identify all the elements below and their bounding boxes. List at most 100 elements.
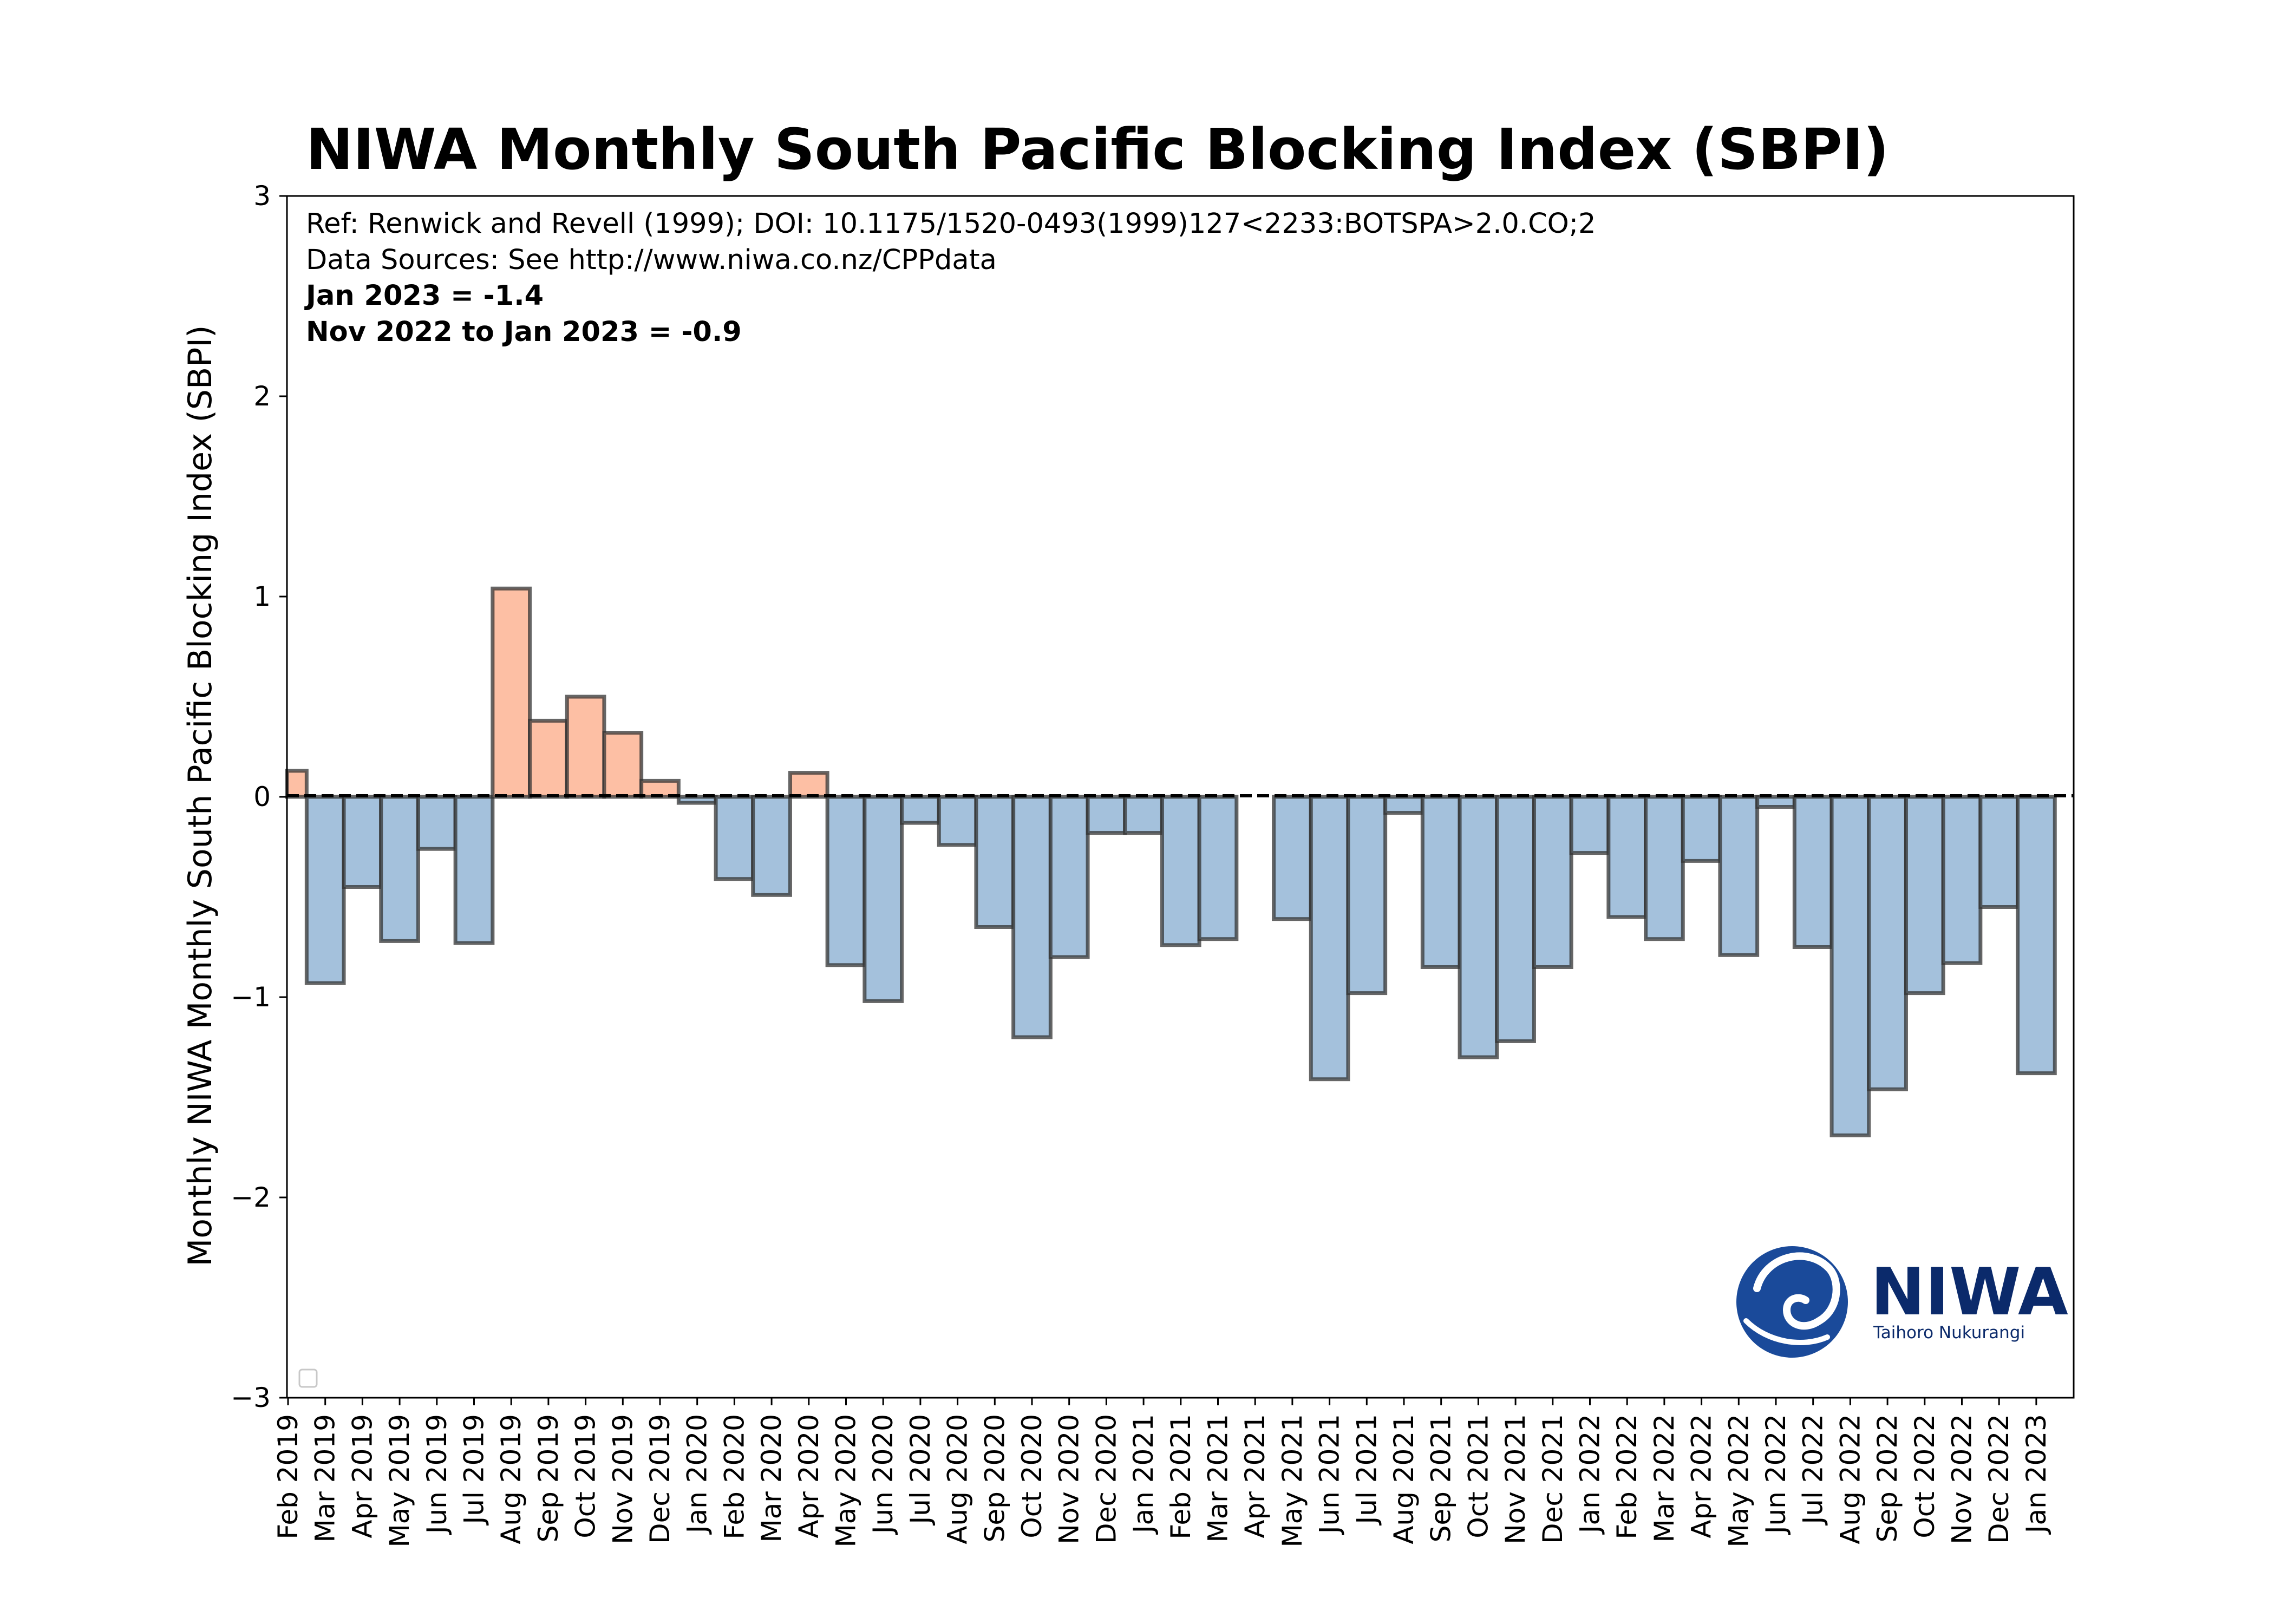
x-tick-label: Feb 2019 [272,1414,304,1540]
x-tick-label: Dec 2022 [1983,1414,2015,1544]
x-tick-label: Apr 2019 [347,1414,378,1538]
bar-jun-2021 [1309,795,1350,1082]
bar-apr-2020 [788,771,829,799]
bar-feb-2020 [714,795,755,881]
x-tick-label: Feb 2022 [1611,1414,1643,1540]
bar-nov-2019 [602,731,644,799]
logo-wordmark: NIWA [1871,1255,2068,1330]
niwa-logo: NIWA Taihoro Nukurangi [1736,1246,2068,1358]
bar-dec-2021 [1532,795,1573,969]
x-tick-label: Oct 2020 [1016,1414,1048,1538]
bars-group [285,586,2057,1137]
bar-oct-2021 [1458,795,1499,1059]
annotation-three-month-value: Nov 2022 to Jan 2023 = -0.9 [306,316,742,348]
y-axis-label: Monthly NIWA Monthly South Pacific Block… [181,325,219,1267]
bar-aug-2019 [491,586,532,799]
x-tick-label: Mar 2019 [310,1414,341,1542]
y-tick-label: 3 [253,180,271,212]
x-tick-label: Sep 2022 [1872,1414,1903,1542]
x-tick-label: Dec 2021 [1537,1414,1569,1544]
bar-oct-2019 [565,695,606,799]
x-tick-label: Mar 2022 [1649,1414,1680,1542]
x-tick-label: Feb 2021 [1165,1414,1197,1540]
x-tick-label: Jan 2020 [682,1414,713,1535]
x-tick-label: Nov 2020 [1054,1414,1085,1544]
x-tick-label: Aug 2019 [495,1414,527,1544]
bar-nov-2021 [1495,795,1536,1043]
x-tick-label: Jul 2022 [1798,1414,1829,1525]
bar-jan-2021 [1123,795,1164,835]
bar-jul-2021 [1346,795,1388,996]
x-tick-label: Oct 2022 [1909,1414,1940,1538]
x-tick-label: May 2021 [1277,1414,1308,1548]
x-tick-label: Sep 2020 [979,1414,1010,1542]
bar-sep-2021 [1420,795,1462,969]
bar-oct-2020 [1011,795,1053,1039]
bar-aug-2020 [937,795,978,847]
bar-aug-2021 [1383,795,1424,815]
x-tick-label: May 2020 [831,1414,862,1548]
bar-mar-2022 [1644,795,1685,941]
bar-feb-2021 [1160,795,1201,947]
bar-oct-2022 [1904,795,1945,996]
bar-may-2020 [825,795,867,967]
x-tick-label: Dec 2020 [1090,1414,1122,1544]
x-tick-label: Aug 2022 [1834,1414,1866,1544]
bar-mar-2021 [1197,795,1239,941]
bar-mar-2019 [304,795,346,985]
bar-sep-2020 [974,795,1016,929]
x-tick-label: Apr 2022 [1686,1414,1717,1538]
annotation-latest-value: Jan 2023 = -1.4 [304,280,544,312]
bar-nov-2022 [1941,795,1983,965]
bar-jan-2020 [676,795,718,805]
x-tick-label: Aug 2021 [1388,1414,1420,1544]
bar-dec-2020 [1086,795,1127,835]
x-tick-label: Jan 2021 [1128,1414,1159,1535]
x-tick-label: Sep 2019 [533,1414,564,1542]
logo-swirl-wave [1743,1318,1830,1345]
bar-dec-2022 [1978,795,2020,909]
x-tick-label: Jul 2019 [459,1414,490,1525]
bar-jun-2019 [416,795,458,851]
y-tick-label: 2 [253,381,271,412]
logo-swirl-highlight [1753,1252,1840,1330]
x-tick-label: Dec 2019 [644,1414,676,1544]
x-tick-label: Nov 2021 [1500,1414,1531,1544]
y-tick-label: 0 [253,781,271,813]
y-tick-label: −1 [231,981,271,1013]
logo-subtitle: Taihoro Nukurangi [1873,1323,2025,1343]
bar-jul-2019 [453,795,495,945]
y-tick-label: −3 [231,1382,271,1413]
bar-feb-2022 [1606,795,1648,919]
x-tick-label: Sep 2021 [1426,1414,1457,1542]
x-tick-label: Jan 2023 [2021,1414,2052,1535]
y-axis: 3 2 1 0 −1 −2 −3 [231,180,287,1413]
chart-title: NIWA Monthly South Pacific Blocking Inde… [306,116,1889,182]
bar-jan-2023 [2016,795,2057,1076]
y-tick-label: −2 [231,1182,271,1213]
x-tick-label: Feb 2020 [718,1414,750,1540]
bar-sep-2022 [1867,795,1908,1091]
x-tick-label: Nov 2022 [1946,1414,1978,1544]
bar-apr-2022 [1681,795,1722,863]
bar-feb-2019 [285,769,309,799]
bar-apr-2019 [342,795,383,889]
bar-jul-2020 [900,795,941,825]
annotation-reference: Ref: Renwick and Revell (1999); DOI: 10.… [306,208,1596,240]
bar-sep-2019 [528,718,569,799]
annotation-data-sources: Data Sources: See http://www.niwa.co.nz/… [306,244,997,276]
x-tick-label: May 2019 [384,1414,415,1548]
bar-jan-2022 [1569,795,1611,855]
bar-may-2021 [1272,795,1313,921]
x-tick-label: Jun 2021 [1314,1414,1345,1535]
x-tick-label: Jul 2021 [1351,1414,1382,1525]
x-tick-label: Jan 2022 [1574,1414,1606,1535]
x-tick-label: Jun 2020 [867,1414,899,1535]
x-tick-label: Mar 2021 [1203,1414,1234,1542]
x-tick-label: Aug 2020 [942,1414,973,1544]
bar-jun-2022 [1755,795,1796,809]
bar-aug-2022 [1829,795,1871,1137]
x-tick-label: Mar 2020 [756,1414,787,1542]
x-tick-label: Jul 2020 [905,1414,936,1525]
